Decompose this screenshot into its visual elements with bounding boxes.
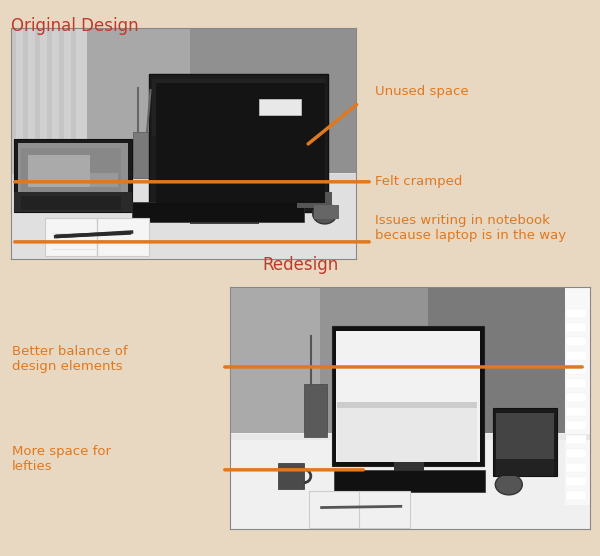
Bar xyxy=(566,309,586,318)
Text: Unused space: Unused space xyxy=(375,85,469,98)
Bar xyxy=(566,463,586,472)
Bar xyxy=(566,337,586,346)
Bar xyxy=(566,421,586,430)
Text: Issues writing in notebook
because laptop is in the way: Issues writing in notebook because lapto… xyxy=(375,214,566,242)
Bar xyxy=(28,155,90,187)
Bar xyxy=(131,202,304,222)
Text: Felt cramped: Felt cramped xyxy=(375,175,463,188)
Bar xyxy=(566,323,586,332)
Bar xyxy=(259,100,301,116)
Bar xyxy=(566,393,586,402)
Bar xyxy=(149,74,328,212)
Bar xyxy=(428,287,590,438)
Bar xyxy=(152,78,325,136)
Ellipse shape xyxy=(496,474,522,495)
Bar xyxy=(566,477,586,486)
Bar xyxy=(566,379,586,388)
Bar xyxy=(230,433,590,529)
Bar xyxy=(156,83,325,203)
Bar xyxy=(278,463,304,489)
Bar xyxy=(90,173,118,187)
Bar xyxy=(496,459,554,476)
Bar xyxy=(11,175,356,180)
Bar xyxy=(35,28,40,178)
Bar xyxy=(21,196,121,210)
Bar xyxy=(55,231,131,238)
Bar xyxy=(59,28,64,178)
Text: Better balance of
design elements: Better balance of design elements xyxy=(12,345,128,373)
Bar xyxy=(336,331,480,461)
Bar xyxy=(86,28,190,178)
Bar xyxy=(297,192,332,208)
Bar xyxy=(23,28,28,178)
Bar xyxy=(71,28,76,178)
Bar xyxy=(304,384,327,438)
Bar xyxy=(314,206,338,219)
Bar xyxy=(496,413,554,459)
Bar xyxy=(566,449,586,458)
Bar xyxy=(11,173,356,259)
Bar xyxy=(14,192,131,212)
Bar xyxy=(334,470,485,492)
Bar xyxy=(337,408,478,461)
Bar xyxy=(493,408,557,476)
Text: Redesign: Redesign xyxy=(262,256,338,274)
Ellipse shape xyxy=(313,203,337,224)
Bar xyxy=(566,435,586,444)
Bar xyxy=(190,217,259,224)
Bar xyxy=(45,218,149,256)
Bar xyxy=(320,287,428,438)
Bar xyxy=(47,28,52,178)
Bar xyxy=(337,403,478,408)
Bar xyxy=(14,138,131,212)
Bar xyxy=(11,28,16,178)
Text: Original Design: Original Design xyxy=(11,17,139,34)
Bar xyxy=(230,434,590,440)
Bar xyxy=(21,148,121,192)
Bar xyxy=(566,365,586,374)
Bar xyxy=(17,143,128,194)
Bar xyxy=(566,491,586,500)
Bar xyxy=(566,351,586,360)
Bar xyxy=(394,461,424,486)
Bar xyxy=(565,287,590,505)
Bar xyxy=(133,132,156,178)
Bar xyxy=(11,28,86,178)
Bar xyxy=(208,206,242,219)
Bar xyxy=(566,407,586,416)
Bar xyxy=(332,326,484,466)
Text: More space for
lefties: More space for lefties xyxy=(12,445,111,473)
Bar xyxy=(190,28,356,178)
Bar xyxy=(379,483,439,490)
Bar xyxy=(309,490,410,528)
Bar xyxy=(230,287,320,438)
